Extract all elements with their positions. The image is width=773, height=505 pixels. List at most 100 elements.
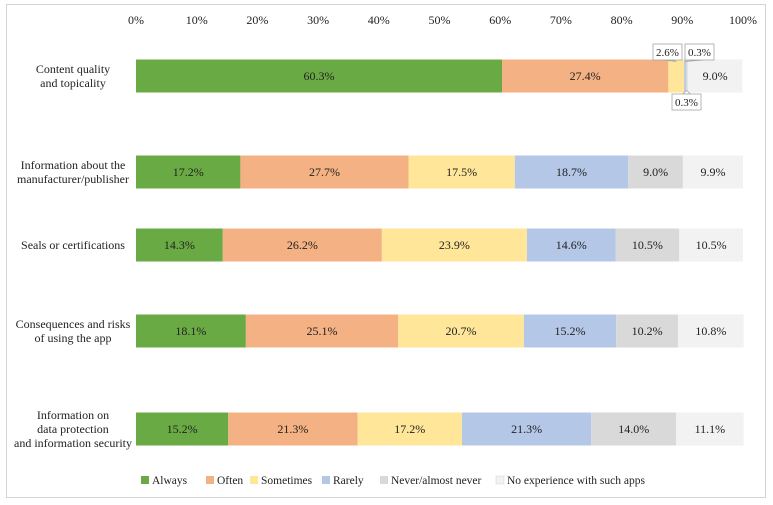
callout-label: 0.3%	[688, 47, 711, 59]
legend-swatch	[206, 476, 214, 484]
data-label: 9.0%	[643, 165, 668, 179]
data-label: 17.5%	[446, 165, 477, 179]
x-tick-label: 90%	[671, 13, 693, 27]
x-tick-label: 50%	[429, 13, 451, 27]
bar-segment	[616, 314, 679, 348]
callout-box	[671, 93, 702, 111]
data-label: 9.9%	[700, 165, 725, 179]
bar-segment	[228, 412, 358, 446]
bar-segment	[136, 155, 241, 189]
data-label: 21.3%	[511, 422, 542, 436]
legend-swatch	[495, 475, 505, 485]
callout-box	[652, 43, 683, 61]
data-label: 14.3%	[164, 238, 195, 252]
bar-segment	[398, 314, 524, 348]
x-tick-label: 100%	[729, 13, 757, 27]
legend-label: Often	[217, 475, 243, 487]
category-label: Information on data protection and informa…	[14, 408, 132, 450]
data-label: 15.2%	[555, 324, 586, 338]
bar-segment	[678, 314, 744, 348]
bar-segment	[668, 59, 685, 93]
bar-segment	[136, 314, 246, 348]
bar-segment	[615, 228, 680, 262]
bar-segment	[685, 59, 688, 93]
bar-segment	[245, 314, 399, 348]
data-label: 18.1%	[175, 324, 206, 338]
legend-swatch	[141, 476, 149, 484]
bar-segment	[514, 155, 629, 189]
data-label: 14.0%	[618, 422, 649, 436]
bar-segment	[461, 412, 592, 446]
data-label: 23.9%	[439, 238, 470, 252]
data-label: 17.2%	[394, 422, 425, 436]
data-label: 9.0%	[703, 69, 728, 83]
bar-segment	[628, 155, 683, 189]
category-label-line: and topicality	[40, 76, 106, 90]
x-tick-label: 40%	[368, 13, 390, 27]
data-label: 14.6%	[556, 238, 587, 252]
data-label: 26.2%	[287, 238, 318, 252]
category-label-line: data protection	[37, 422, 109, 436]
legend-label: Always	[152, 475, 188, 487]
callout-label: 2.6%	[656, 47, 679, 59]
bar-segment	[136, 412, 229, 446]
legend-label: No experience with such apps	[507, 475, 645, 487]
category-label-line: and information security	[14, 436, 132, 450]
bar-segment	[526, 228, 616, 262]
bar-segment	[684, 59, 686, 93]
x-tick-label: 30%	[307, 13, 329, 27]
category-label-line: Information on	[37, 408, 109, 422]
data-label: 20.7%	[446, 324, 477, 338]
category-label-line: manufacturer/publisher	[17, 172, 129, 186]
bar-segment	[408, 155, 515, 189]
bar-segment	[136, 228, 223, 262]
bar-segment	[523, 314, 617, 348]
x-tick-label: 0%	[128, 13, 144, 27]
data-label: 11.1%	[695, 422, 726, 436]
bar-segment	[240, 155, 409, 189]
x-tick-label: 60%	[489, 13, 511, 27]
legend-swatch	[380, 476, 388, 484]
bar-segment	[687, 59, 743, 93]
bar-segment	[136, 59, 503, 93]
category-label-line: Content quality	[36, 62, 110, 76]
data-label: 25.1%	[307, 324, 338, 338]
bar-segment	[381, 228, 527, 262]
bar-segment	[591, 412, 677, 446]
callout-box	[684, 43, 715, 61]
data-label: 10.8%	[695, 324, 726, 338]
chart-container: 0% 10% 20% 30% 40% 50% 60% 70% 80% 90% 100% Content…	[6, 4, 766, 498]
data-label: 15.2%	[167, 422, 198, 436]
stacked-bar-chart: 0% 10% 20% 30% 40% 50% 60% 70% 80% 90% 100% Content…	[14, 13, 757, 487]
data-label: 27.7%	[309, 165, 340, 179]
data-label: 21.3%	[277, 422, 308, 436]
category-label-line: Seals or certifications	[21, 238, 125, 252]
category-label-line: Consequences and risks	[16, 317, 131, 331]
bar-segment	[222, 228, 382, 262]
data-label: 10.5%	[632, 238, 663, 252]
data-label: 60.3%	[304, 69, 335, 83]
category-label: Information about the manufacturer/publis…	[17, 158, 129, 186]
bar-segment	[676, 412, 744, 446]
bar-segment	[502, 59, 669, 93]
data-label: 18.7%	[556, 165, 587, 179]
legend-label: Rarely	[333, 475, 364, 487]
bar-segment	[679, 228, 743, 262]
category-label: Content quality and topicality	[36, 62, 110, 90]
x-tick-label: 10%	[186, 13, 208, 27]
category-label-line: of using the app	[35, 331, 112, 345]
legend-label: Sometimes	[261, 475, 313, 487]
data-label: 27.4%	[570, 69, 601, 83]
x-tick-label: 70%	[550, 13, 572, 27]
category-label: Consequences and risks of using the app	[16, 317, 131, 345]
data-label: 10.2%	[632, 324, 663, 338]
x-tick-label: 20%	[246, 13, 268, 27]
legend-swatch	[322, 476, 330, 484]
data-label: 10.5%	[696, 238, 727, 252]
category-label-line: Information about the	[21, 158, 126, 172]
category-label: Seals or certifications	[21, 238, 125, 252]
bar-segment	[357, 412, 462, 446]
legend-swatch	[250, 476, 258, 484]
data-label: 17.2%	[173, 165, 204, 179]
x-tick-label: 80%	[611, 13, 633, 27]
